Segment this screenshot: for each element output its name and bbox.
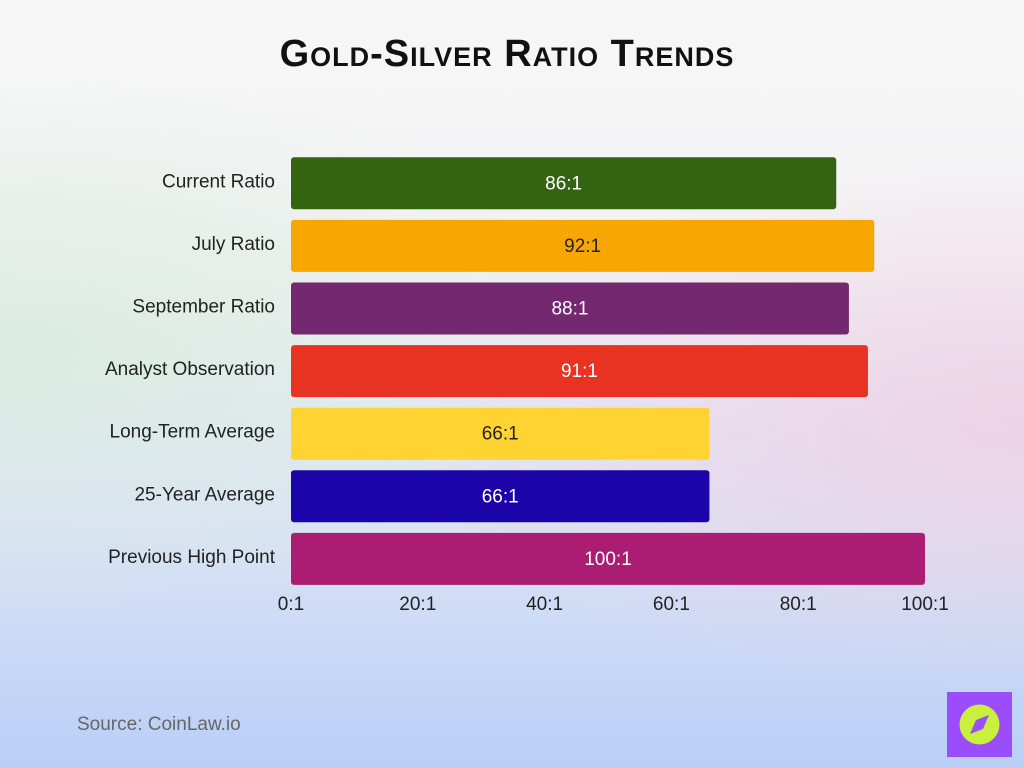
bar [291,157,837,210]
x-tick-label: 80:1 [780,594,817,615]
value-label: 91:1 [561,361,598,382]
logo-needle [970,715,989,734]
y-tick-label: Current Ratio [162,171,275,192]
value-label: 86:1 [545,173,582,194]
value-label: 66:1 [482,424,519,445]
y-tick-label: Long-Term Average [110,422,275,443]
bar [291,470,710,523]
x-tick-label: 40:1 [526,594,563,615]
y-tick-label: Analyst Observation [105,359,275,380]
y-tick-label: September Ratio [132,297,275,318]
value-label: 88:1 [551,299,588,320]
chart-title: Gold-Silver Ratio Trends [280,33,735,75]
x-tick-label: 100:1 [901,594,949,615]
value-label: 100:1 [584,549,632,570]
source: Source: CoinLaw.io [77,714,241,735]
value-label: 66:1 [482,486,519,507]
y-tick-label: 25-Year Average [134,484,275,505]
bar [291,532,925,585]
value-label: 92:1 [564,236,601,257]
bar [291,345,868,398]
x-tick-label: 20:1 [399,594,436,615]
bar [291,219,875,272]
y-tick-label: July Ratio [192,234,275,255]
y-tick-label: Previous High Point [108,547,276,568]
x-tick-label: 60:1 [653,594,690,615]
logo [947,692,1012,757]
bar [291,282,849,335]
bar [291,407,710,460]
x-tick-label: 0:1 [278,594,304,615]
